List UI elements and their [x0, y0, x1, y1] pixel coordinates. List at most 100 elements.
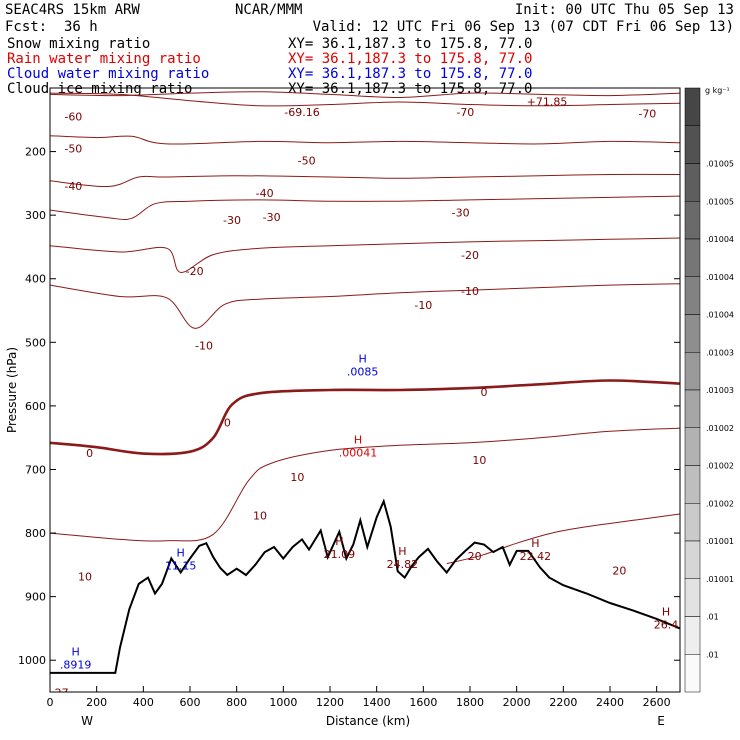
contour-label: -70: [638, 107, 656, 120]
valid-time: Valid: 12 UTC Fri 06 Sep 13 (07 CDT Fri …: [313, 19, 734, 35]
terrain-line: [50, 498, 680, 674]
colorbar-label: .01: [706, 613, 719, 622]
temperature-contour: [50, 283, 680, 329]
x-tick-label: 800: [226, 696, 247, 709]
field-cloudwater-name: Cloud water mixing ratio: [7, 66, 209, 82]
contour-label: -20: [461, 249, 479, 262]
extremum-value: 11.15: [165, 559, 197, 572]
colorbar-label: .01005: [706, 160, 734, 169]
contour-label: -70: [456, 106, 474, 119]
colorbar-label: .01001: [706, 537, 734, 546]
field-snow-xy: XY= 36.1,187.3 to 175.8, 77.0: [288, 36, 532, 52]
extremum-letter: H: [354, 433, 362, 446]
x-tick-label: 1600: [409, 696, 437, 709]
contour-label: -30: [263, 211, 281, 224]
colorbar-label: .01004: [706, 235, 734, 244]
extremum-value: 22.42: [520, 550, 552, 563]
temperature-contour: [50, 173, 680, 188]
y-axis-title: Pressure (hPa): [5, 347, 19, 433]
contour-label: -40: [64, 180, 82, 193]
contour-label: -10: [461, 285, 479, 298]
contour-label: -30: [223, 214, 241, 227]
x-tick-label: 1000: [269, 696, 297, 709]
contour-label: -60: [64, 111, 82, 124]
colorbar-label: .01001: [706, 575, 734, 584]
extremum-value: 26.4: [654, 619, 679, 632]
colorbar-label: .01005: [706, 197, 734, 206]
colorbar-swatch: [684, 125, 701, 164]
contour-label: 0: [224, 416, 231, 429]
fcst-value: 36 h: [64, 19, 98, 35]
extremum-letter: H: [398, 545, 406, 558]
colorbar-label: .01002: [706, 424, 734, 433]
temperature-contour: [50, 427, 680, 542]
y-tick-label: 200: [25, 146, 46, 159]
extremum-letter: H: [531, 537, 539, 550]
colorbar-swatch: [684, 578, 701, 617]
y-tick-label: 300: [25, 209, 46, 222]
y-tick-label: 500: [25, 336, 46, 349]
colorbar-swatch: [684, 352, 701, 391]
contour-label: -30: [452, 207, 470, 220]
colorbar-swatch: [684, 616, 701, 655]
model-name: SEAC4RS 15km ARW: [5, 2, 140, 18]
colorbar-swatch: [684, 201, 701, 240]
colorbar-label: .01004: [706, 311, 734, 320]
contour-label: 20: [468, 550, 482, 563]
fcst-label: Fcst:: [5, 19, 47, 35]
x-tick-label: 1800: [456, 696, 484, 709]
colorbar-label: .01002: [706, 462, 734, 471]
colorbar-swatch: [684, 87, 701, 126]
colorbar-swatch: [684, 540, 701, 579]
y-tick-label: 400: [25, 273, 46, 286]
x-tick-label: 2600: [643, 696, 671, 709]
contour-label: 20: [612, 565, 626, 578]
y-tick-label: 600: [25, 400, 46, 413]
colorbar-swatch: [684, 654, 701, 693]
colorbar-swatch: [684, 389, 701, 428]
extremum-value: .0085: [347, 366, 379, 379]
contour-label: -20: [186, 265, 204, 278]
colorbar-swatch: [684, 503, 701, 542]
header: SEAC4RS 15km ARW NCAR/MMM Init: 00 UTC T…: [5, 2, 734, 97]
colorbar-label: .01004: [706, 273, 734, 282]
contour-label: 10: [78, 570, 92, 583]
colorbar-label: .01: [706, 650, 719, 659]
extremum-letter: H: [335, 535, 343, 548]
contour-label: -10: [195, 339, 213, 352]
x-axis-title: Distance (km): [326, 714, 410, 728]
y-tick-label: 900: [25, 591, 46, 604]
x-tick-label: 2000: [503, 696, 531, 709]
x-tick-label: 2400: [596, 696, 624, 709]
colorbar-swatch: [684, 276, 701, 315]
colorbar-label: .01003: [706, 348, 734, 357]
temperature-contour: [50, 379, 680, 456]
extremum-value: .8919: [60, 659, 92, 672]
colorbar-label: .01003: [706, 386, 734, 395]
temperature-contour: [50, 91, 680, 99]
y-tick-label: 700: [25, 463, 46, 476]
temperature-contour: [50, 195, 680, 221]
x-tick-label: 1400: [363, 696, 391, 709]
field-rain-xy: XY= 36.1,187.3 to 175.8, 77.0: [288, 51, 532, 67]
temperature-contour: [50, 92, 680, 107]
extremum-value: 24.82: [387, 558, 419, 571]
field-rain-name: Rain water mixing ratio: [7, 51, 201, 67]
temperature-contour: [50, 237, 680, 273]
colorbar-swatch: [684, 427, 701, 466]
colorbar-unit: g kg⁻¹: [705, 86, 730, 95]
colorbar: .01005 .01005 .01004 .01004 .01004 .01003 .010…: [684, 87, 734, 693]
temperature-contour: [446, 513, 680, 565]
extremum-value: .00041: [339, 446, 378, 459]
contour-label: -50: [64, 142, 82, 155]
field-cloudwater-xy: XY= 36.1,187.3 to 175.8, 77.0: [288, 66, 532, 82]
y-tick-label: 1000: [18, 654, 46, 667]
colorbar-swatch: [684, 314, 701, 353]
x-tick-label: 600: [180, 696, 201, 709]
org-name: NCAR/MMM: [235, 2, 302, 18]
x-end-right: E: [657, 714, 665, 728]
extremum-letter: H: [72, 646, 80, 659]
x-tick-label: 2200: [549, 696, 577, 709]
x-tick-label: 0: [47, 696, 54, 709]
